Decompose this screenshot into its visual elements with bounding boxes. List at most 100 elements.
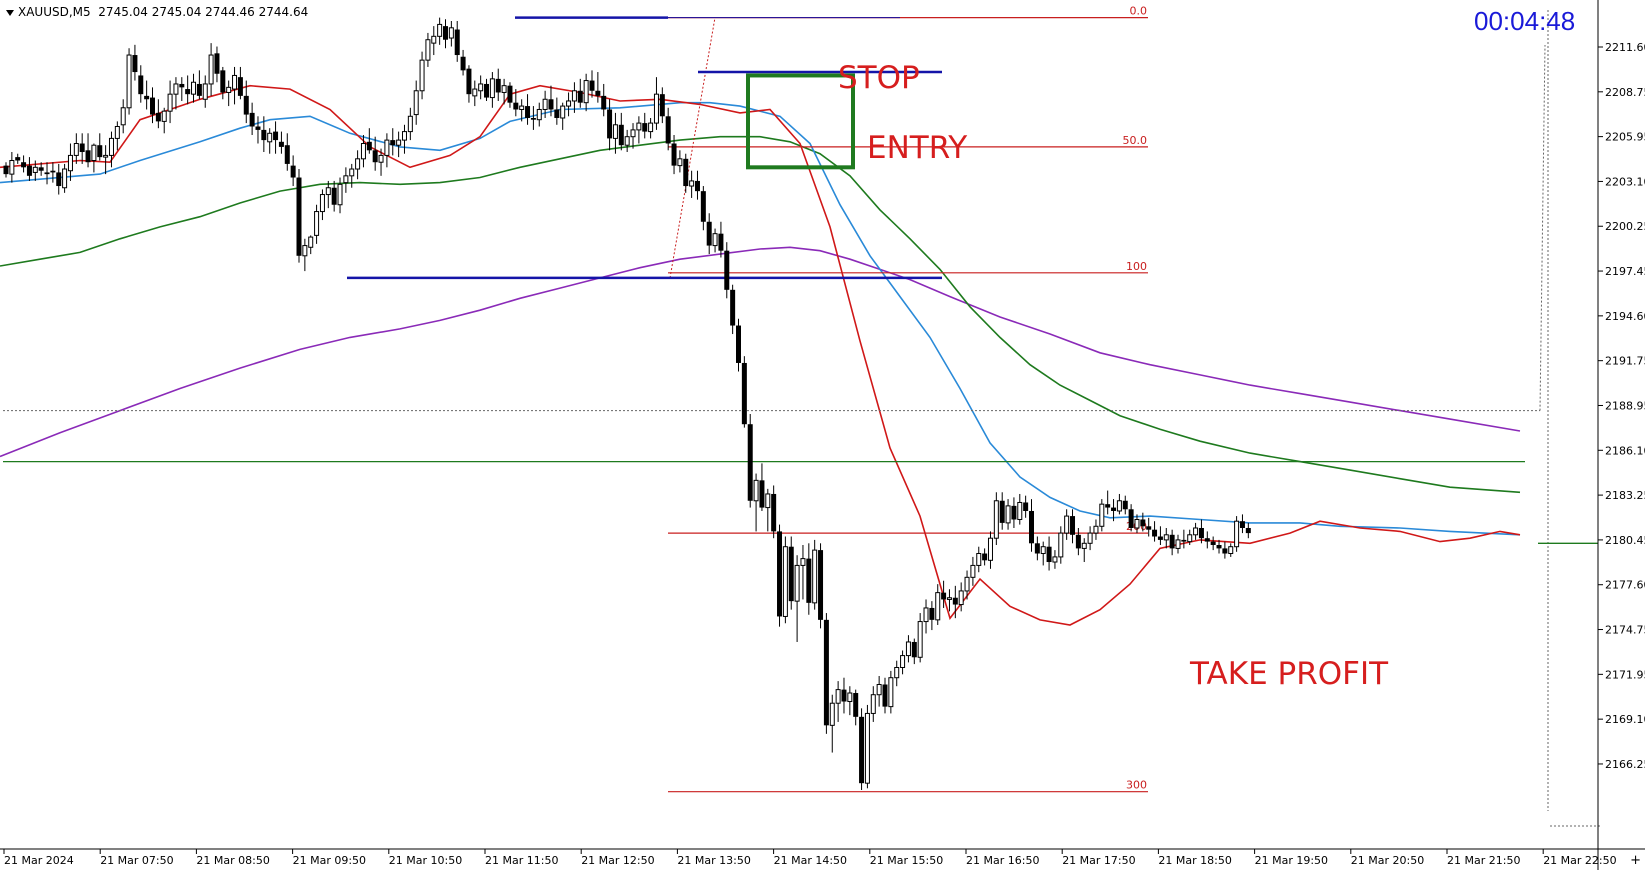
candle <box>812 539 818 610</box>
candle-body-bear <box>1140 519 1146 527</box>
candle <box>138 65 144 103</box>
candle <box>847 686 853 716</box>
candle <box>1140 512 1146 532</box>
candle <box>79 133 85 164</box>
candle <box>349 163 355 188</box>
candle-body-bear <box>15 157 21 161</box>
candle-body-bear <box>671 143 677 166</box>
candle <box>653 77 659 130</box>
candle <box>1005 499 1011 530</box>
candle <box>736 318 741 372</box>
candle <box>396 131 402 158</box>
candle <box>1087 526 1093 551</box>
candle <box>607 99 613 151</box>
symbol-info: XAUUSD,M5 2745.04 2745.04 2744.46 2744.6… <box>6 5 308 19</box>
candle <box>1216 539 1222 554</box>
candle <box>390 128 396 156</box>
candle-body-bull <box>560 105 566 119</box>
candle-body-bear <box>683 158 689 187</box>
chevron-down-icon[interactable] <box>6 9 14 16</box>
candle-body-bear <box>736 325 741 363</box>
candle-body-bull <box>413 90 419 116</box>
candle-body-bear <box>237 77 243 96</box>
candle-body-bull <box>993 500 999 539</box>
plus-icon[interactable]: + <box>1630 853 1641 868</box>
candle <box>583 73 589 112</box>
candle <box>671 134 677 175</box>
candle-body-bull <box>946 597 952 600</box>
candle-body-bull <box>987 537 993 561</box>
candle <box>982 548 988 566</box>
candle <box>677 150 683 173</box>
time-tick-label: 21 Mar 08:50 <box>196 854 269 867</box>
candle-body-bear <box>132 55 138 73</box>
candle-body-bull <box>876 684 882 696</box>
candle-body-bull <box>103 154 109 158</box>
candle-body-bear <box>372 150 378 163</box>
candle <box>782 536 788 624</box>
candle <box>1011 497 1017 528</box>
candle <box>91 143 97 173</box>
candle-body-bull <box>360 143 366 160</box>
candle <box>689 170 695 198</box>
candles <box>3 17 1251 790</box>
candle-body-bull <box>1163 534 1169 541</box>
candle-body-bear <box>249 112 255 127</box>
candle <box>243 80 249 124</box>
candle <box>267 128 273 154</box>
candle <box>636 116 642 144</box>
candle <box>290 155 296 187</box>
candle-body-bull <box>812 549 818 604</box>
candle-body-bear <box>214 53 220 74</box>
candle-body-bull <box>847 692 853 703</box>
candle-body-bear <box>530 117 536 120</box>
candle <box>730 284 736 335</box>
time-tick-label: 21 Mar 21:50 <box>1447 854 1520 867</box>
candle-body-bull <box>401 131 407 141</box>
candle-body-bull <box>923 607 929 623</box>
candle <box>1187 529 1193 546</box>
candle <box>1228 543 1234 557</box>
candle-body-bull <box>501 85 507 93</box>
candle-body-bull <box>1099 503 1105 527</box>
candle <box>501 78 507 105</box>
candle-body-bull <box>202 83 208 100</box>
candle-body-bear <box>1222 548 1228 554</box>
candle-body-bear <box>1210 541 1216 546</box>
candle-body-bull <box>267 132 273 143</box>
candle <box>67 143 73 181</box>
candle <box>1128 504 1134 532</box>
candle-body-bear <box>150 97 155 115</box>
candle-body-bear <box>589 80 595 91</box>
candle-body-bear <box>841 689 847 702</box>
candle <box>325 180 331 209</box>
candle-body-bear <box>255 126 261 130</box>
candle-body-bull <box>935 592 941 621</box>
time-tick-label: 21 Mar 07:50 <box>100 854 173 867</box>
candle <box>448 21 454 47</box>
candle-body-bear <box>1023 502 1029 511</box>
candle-body-bear <box>929 607 935 620</box>
candle <box>712 228 718 253</box>
candle-body-bull <box>120 107 126 126</box>
candle <box>648 117 654 139</box>
candle-body-bull <box>355 158 361 170</box>
candle-body-bull <box>349 168 355 177</box>
candle <box>1222 541 1228 559</box>
candle-body-bull <box>1093 525 1099 534</box>
candle-body-bear <box>26 165 32 176</box>
candle-body-bear <box>882 684 888 707</box>
candle-body-bear <box>706 221 712 246</box>
candle <box>1198 519 1204 544</box>
time-tick-label: 21 Mar 12:50 <box>581 854 654 867</box>
candle <box>530 106 536 130</box>
candle <box>571 82 577 113</box>
candle <box>946 589 952 612</box>
candle-body-bull <box>126 54 132 109</box>
candle <box>958 582 964 612</box>
candle <box>38 162 44 176</box>
candle-body-bull <box>566 100 572 107</box>
candle <box>50 162 56 183</box>
candle-body-bull <box>73 143 79 156</box>
